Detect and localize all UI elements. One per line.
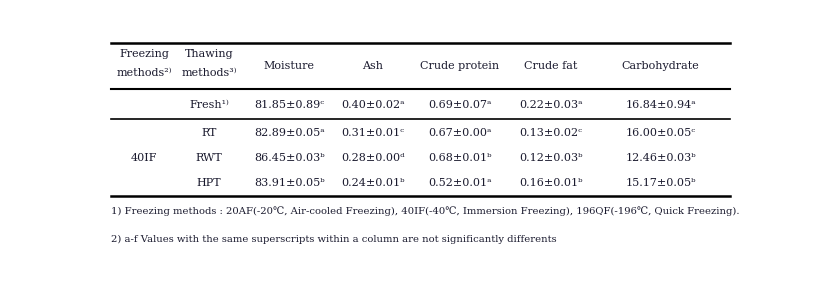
Text: methods³⁾: methods³⁾	[181, 68, 236, 78]
Text: 0.40±0.02ᵃ: 0.40±0.02ᵃ	[341, 100, 404, 110]
Text: RWT: RWT	[196, 153, 222, 163]
Text: 16.84±0.94ᵃ: 16.84±0.94ᵃ	[625, 100, 696, 110]
Text: Thawing: Thawing	[184, 49, 233, 60]
Text: 0.67±0.00ᵃ: 0.67±0.00ᵃ	[428, 128, 491, 138]
Text: 0.68±0.01ᵇ: 0.68±0.01ᵇ	[428, 153, 491, 163]
Text: 0.28±0.00ᵈ: 0.28±0.00ᵈ	[341, 153, 405, 163]
Text: 0.12±0.03ᵇ: 0.12±0.03ᵇ	[519, 153, 583, 163]
Text: RT: RT	[201, 128, 217, 138]
Text: 1) Freezing methods : 20AF(-20℃, Air-cooled Freezing), 40IF(-40℃, Immersion Free: 1) Freezing methods : 20AF(-20℃, Air-coo…	[112, 206, 740, 216]
Text: Freezing: Freezing	[119, 49, 169, 60]
Text: 40IF: 40IF	[130, 153, 157, 163]
Text: 0.22±0.03ᵃ: 0.22±0.03ᵃ	[519, 100, 583, 110]
Text: 86.45±0.03ᵇ: 86.45±0.03ᵇ	[254, 153, 324, 163]
Text: 0.16±0.01ᵇ: 0.16±0.01ᵇ	[519, 178, 583, 188]
Text: methods²⁾: methods²⁾	[116, 68, 172, 78]
Text: 0.24±0.01ᵇ: 0.24±0.01ᵇ	[341, 178, 404, 188]
Text: 0.52±0.01ᵃ: 0.52±0.01ᵃ	[428, 178, 491, 188]
Text: 2) a-f Values with the same superscripts within a column are not significantly d: 2) a-f Values with the same superscripts…	[112, 235, 557, 244]
Text: 15.17±0.05ᵇ: 15.17±0.05ᵇ	[625, 178, 696, 188]
Text: Crude protein: Crude protein	[420, 61, 499, 71]
Text: Carbohydrate: Carbohydrate	[622, 61, 699, 71]
Text: 0.31±0.01ᶜ: 0.31±0.01ᶜ	[341, 128, 404, 138]
Text: HPT: HPT	[196, 178, 221, 188]
Text: Crude fat: Crude fat	[524, 61, 578, 71]
Text: 83.91±0.05ᵇ: 83.91±0.05ᵇ	[254, 178, 324, 188]
Text: Moisture: Moisture	[264, 61, 315, 71]
Text: Fresh¹⁾: Fresh¹⁾	[189, 100, 229, 110]
Text: 12.46±0.03ᵇ: 12.46±0.03ᵇ	[625, 153, 696, 163]
Text: Ash: Ash	[363, 61, 383, 71]
Text: 0.69±0.07ᵃ: 0.69±0.07ᵃ	[428, 100, 491, 110]
Text: 81.85±0.89ᶜ: 81.85±0.89ᶜ	[254, 100, 324, 110]
Text: 82.89±0.05ᵃ: 82.89±0.05ᵃ	[254, 128, 324, 138]
Text: 16.00±0.05ᶜ: 16.00±0.05ᶜ	[626, 128, 696, 138]
Text: 0.13±0.02ᶜ: 0.13±0.02ᶜ	[519, 128, 583, 138]
